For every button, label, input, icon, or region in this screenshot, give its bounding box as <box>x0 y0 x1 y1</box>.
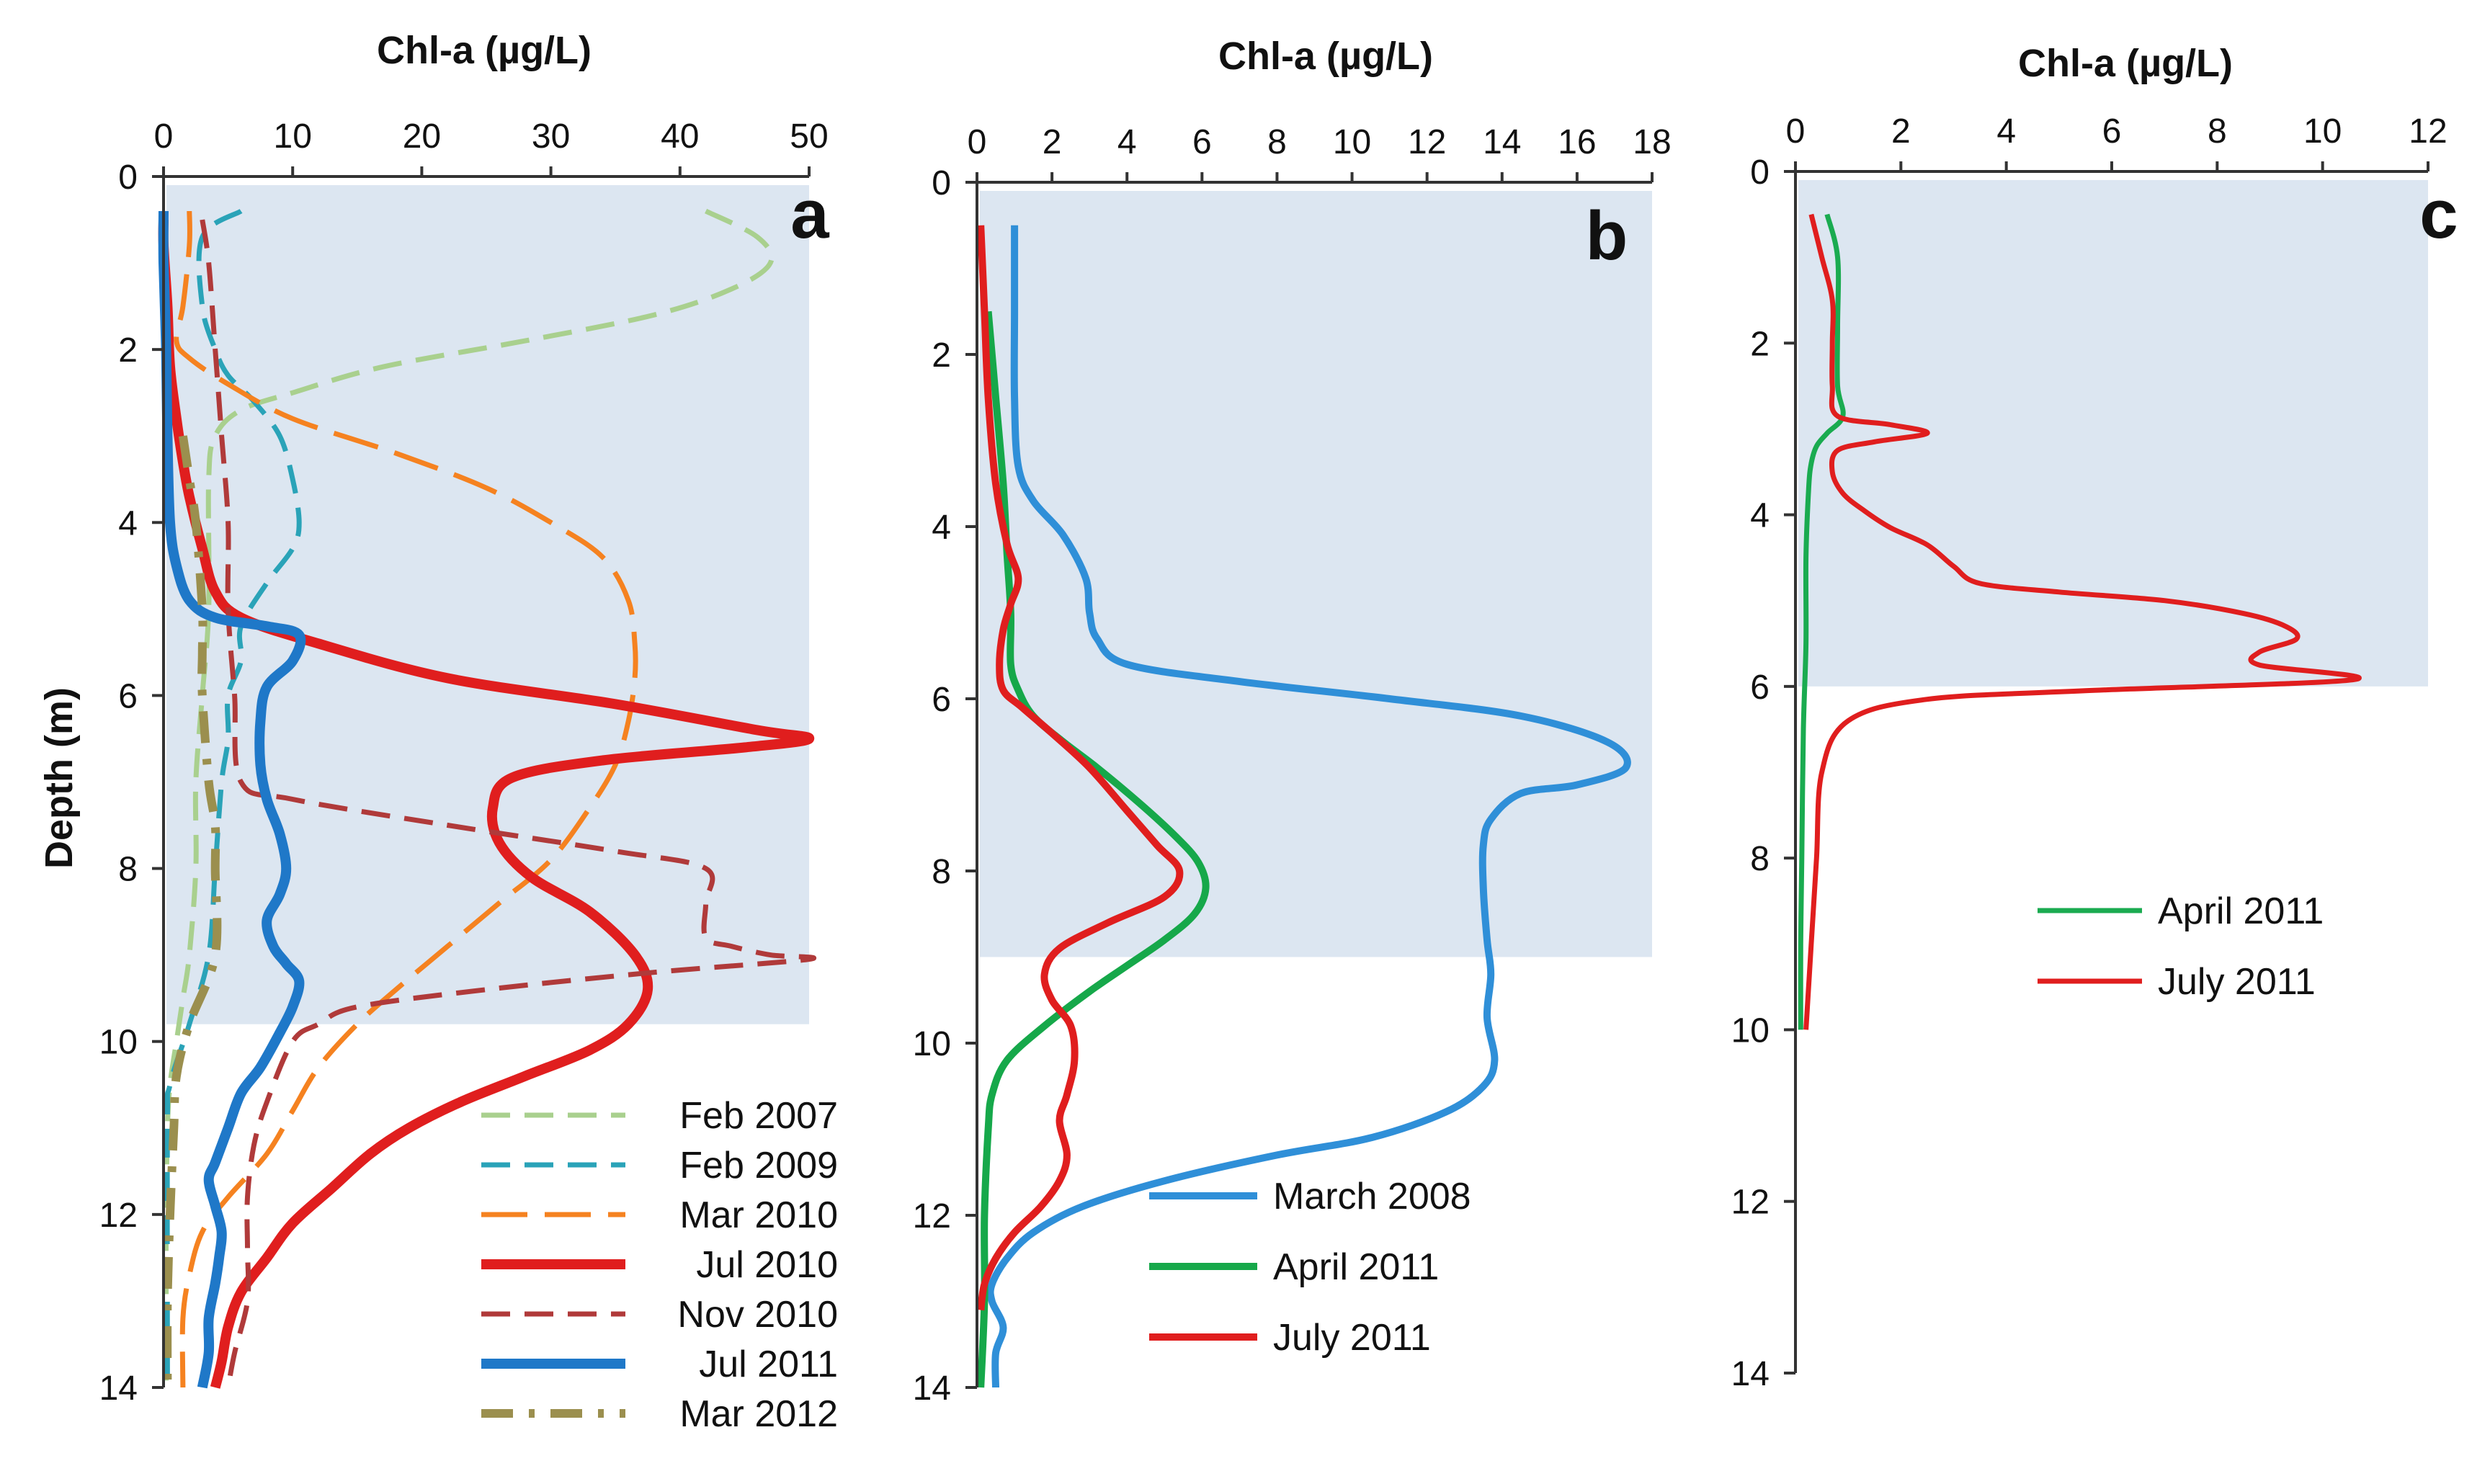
y-tick-label: 12 <box>1731 1184 1770 1222</box>
x-tick-label: 6 <box>1192 123 1212 161</box>
legend-label: Jul 2010 <box>696 1244 838 1286</box>
x-tick-label: 2 <box>1891 112 1911 151</box>
x-axis-title: Chl-a (µg/L) <box>2018 42 2233 85</box>
y-tick-label: 12 <box>99 1197 138 1235</box>
series-layer <box>1798 213 2362 1030</box>
legend-label: July 2011 <box>2158 961 2316 1003</box>
y-tick-label: 2 <box>1750 325 1770 363</box>
y-tick-label: 0 <box>932 164 951 202</box>
y-tick-label: 0 <box>1750 153 1770 192</box>
x-tick-label: 10 <box>1333 123 1371 161</box>
series-line-nov-2010 <box>200 219 817 1388</box>
x-tick-label: 16 <box>1558 123 1596 161</box>
panel-letter: a <box>790 176 829 253</box>
y-tick-label: 6 <box>932 681 951 719</box>
x-tick-label: 50 <box>790 117 828 156</box>
panel-c: 0 2 4 6 8 10 12 0 2 4 6 8 10 12 14 Chl-a (µg/L) c Apri… <box>1731 42 2458 1393</box>
series-line-july-2011 <box>977 225 1184 1311</box>
y-tick-label: 14 <box>1731 1355 1770 1393</box>
panel-a: 0 10 20 30 40 50 0 2 4 6 8 10 12 14 Chl-a (µg/L) Dept… <box>37 29 838 1435</box>
y-tick-label: 8 <box>118 851 138 889</box>
series-line-march-2008 <box>986 225 1631 1388</box>
legend-label: March 2008 <box>1273 1176 1471 1217</box>
shaded-region <box>1798 179 2428 687</box>
series-line-jul-2011 <box>158 210 306 1389</box>
y-tick-label: 10 <box>913 1025 951 1063</box>
x-tick-label: 18 <box>1633 123 1671 161</box>
legend-label: Mar 2010 <box>679 1194 838 1236</box>
axes: 0 2 4 6 8 10 12 0 2 4 6 8 10 12 14 <box>1731 112 2447 1393</box>
y-tick-label: 14 <box>99 1369 138 1408</box>
series-line-april-2011 <box>977 310 1210 1388</box>
y-tick-label: 2 <box>118 331 138 370</box>
x-axis-title: Chl-a (µg/L) <box>377 29 592 72</box>
legend-label: July 2011 <box>1273 1317 1431 1359</box>
x-tick-label: 4 <box>1117 123 1137 161</box>
legend-label: Nov 2010 <box>677 1294 838 1336</box>
series-line-mar-2010 <box>174 210 638 1388</box>
y-tick-label: 4 <box>1750 497 1770 535</box>
x-tick-label: 2 <box>1043 123 1062 161</box>
series-layer <box>977 225 1631 1388</box>
legend: March 2008 April 2011 July 2011 <box>1149 1176 1471 1359</box>
axes: 0 2 4 6 8 10 12 14 16 18 0 2 4 6 8 10 12 14 <box>913 123 1672 1408</box>
series-line-july-2011 <box>1803 213 2362 1030</box>
legend-label: Mar 2012 <box>679 1393 838 1435</box>
x-tick-label: 10 <box>274 117 312 156</box>
series-layer <box>158 208 817 1389</box>
legend: April 2011 July 2011 <box>2038 890 2324 1003</box>
legend-label: Feb 2007 <box>679 1095 838 1137</box>
x-tick-label: 14 <box>1483 123 1521 161</box>
y-tick-label: 6 <box>118 677 138 715</box>
legend: Feb 2007 Feb 2009 Mar 2010 Jul 2010 Nov 2010… <box>481 1095 838 1435</box>
shaded-region <box>980 190 1652 957</box>
legend-label: April 2011 <box>2158 890 2324 932</box>
x-tick-label: 6 <box>2102 112 2122 151</box>
y-tick-label: 10 <box>1731 1011 1770 1050</box>
y-tick-label: 12 <box>913 1197 951 1235</box>
shaded-region <box>166 185 809 1024</box>
y-tick-label: 0 <box>118 158 138 197</box>
y-tick-label: 8 <box>1750 840 1770 878</box>
panel-letter: b <box>1586 197 1628 274</box>
x-tick-label: 30 <box>532 117 570 156</box>
x-tick-label: 0 <box>968 123 987 161</box>
y-tick-label: 10 <box>99 1024 138 1062</box>
y-tick-label: 2 <box>932 336 951 375</box>
legend-label: Jul 2011 <box>699 1344 838 1385</box>
x-tick-label: 40 <box>661 117 699 156</box>
x-tick-label: 12 <box>2409 112 2447 151</box>
x-tick-label: 8 <box>1267 123 1287 161</box>
panel-letter: c <box>2419 176 2458 253</box>
x-tick-label: 12 <box>1408 123 1446 161</box>
series-line-mar-2012 <box>163 435 222 1388</box>
x-axis-title: Chl-a (µg/L) <box>1218 35 1433 78</box>
x-tick-label: 8 <box>2208 112 2227 151</box>
y-tick-label: 8 <box>932 853 951 891</box>
y-tick-label: 6 <box>1750 669 1770 707</box>
legend-label: Feb 2009 <box>679 1145 838 1186</box>
y-tick-label: 4 <box>932 509 951 547</box>
legend-label: April 2011 <box>1273 1246 1439 1288</box>
x-tick-label: 0 <box>1786 112 1806 151</box>
axes: 0 10 20 30 40 50 0 2 4 6 8 10 12 14 <box>99 117 829 1408</box>
series-line-april-2011 <box>1798 213 1846 1030</box>
y-axis-title: Depth (m) <box>37 687 81 869</box>
y-tick-label: 4 <box>118 504 138 542</box>
x-tick-label: 10 <box>2303 112 2342 151</box>
x-tick-label: 4 <box>1996 112 2016 151</box>
y-tick-label: 14 <box>913 1369 951 1408</box>
x-tick-label: 20 <box>403 117 441 156</box>
x-tick-label: 0 <box>154 117 174 156</box>
